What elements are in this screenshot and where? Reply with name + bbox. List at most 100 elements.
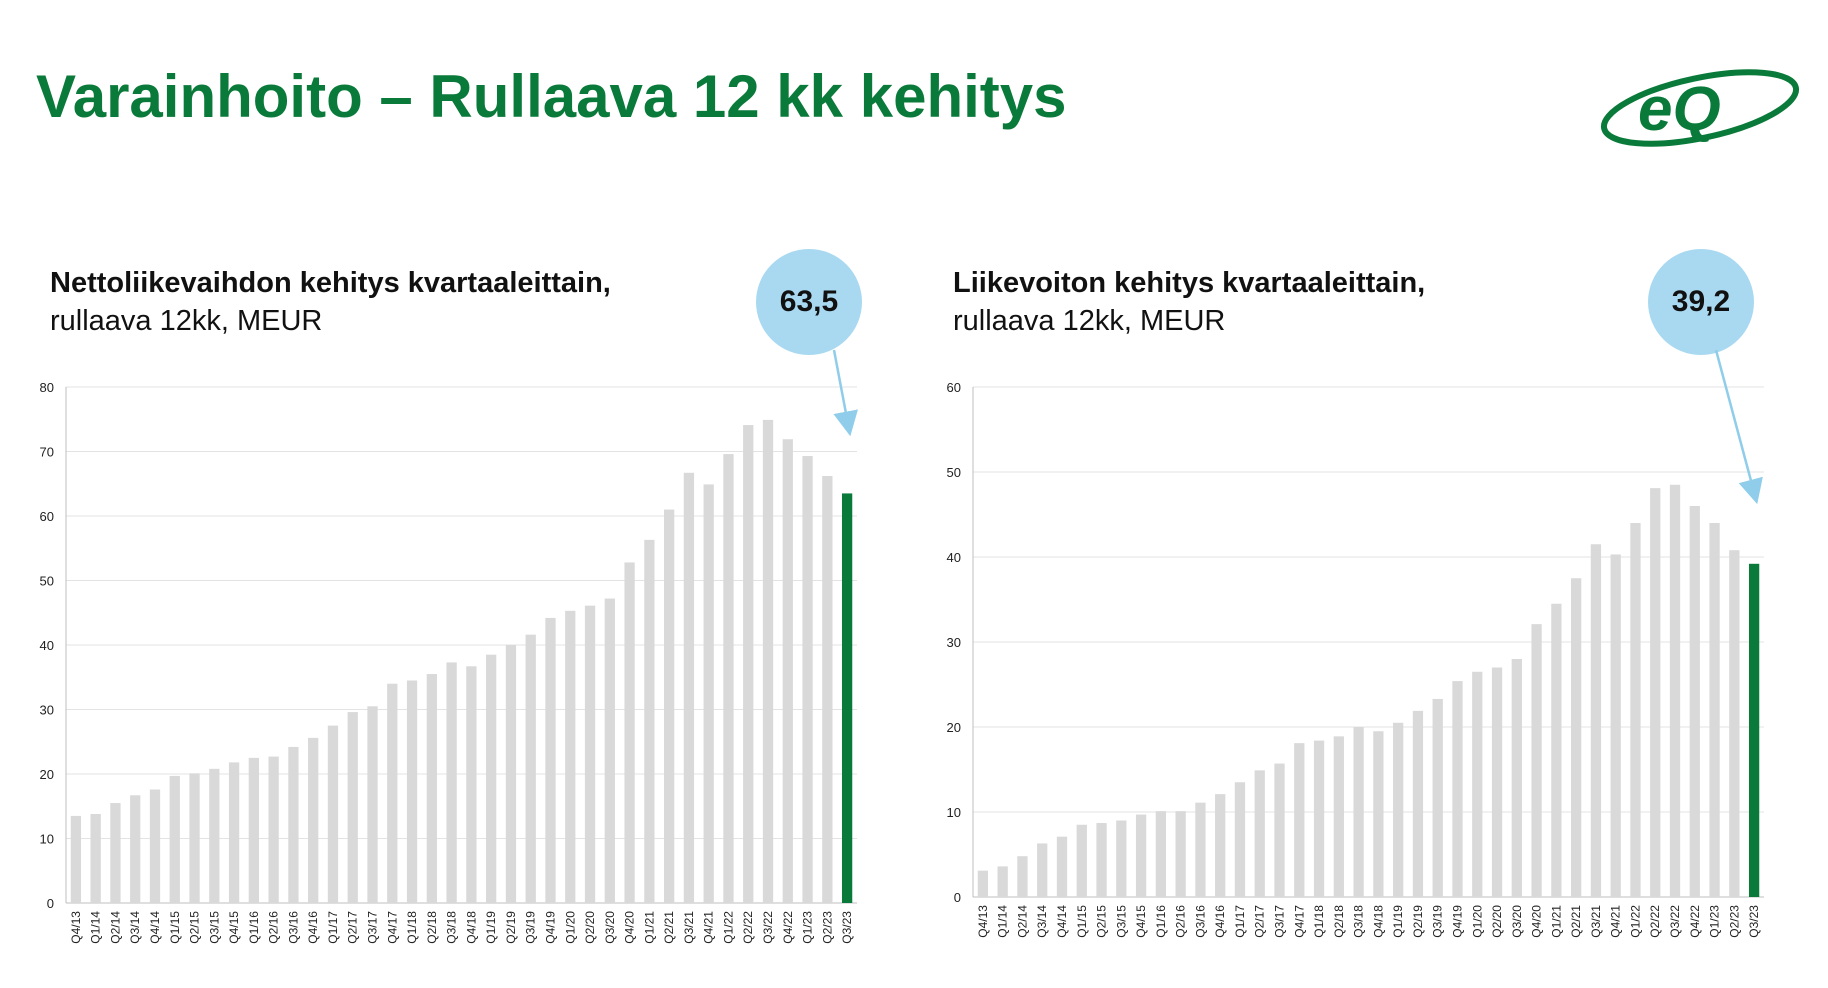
chart2-xtick-label: Q2/17 [1253,905,1267,938]
chart2-bar [1234,782,1246,897]
chart1-xtick-label: Q3/15 [207,911,221,944]
chart1-xtick-label: Q4/15 [227,911,241,944]
chart1-ytick-label: 70 [40,445,54,460]
chart1-bar [308,737,319,903]
chart2-title-line2: rullaava 12kk, MEUR [953,305,1226,337]
chart2-xtick-label: Q4/20 [1530,905,1544,938]
chart2-xtick-label: Q2/16 [1174,905,1188,938]
chart1-xtick-label: Q1/15 [168,911,182,944]
chart1-xtick-label: Q3/21 [682,911,696,944]
chart1-bar [387,683,398,903]
chart2-bar [1175,811,1186,897]
chart1-xtick-label: Q4/18 [464,911,478,944]
chart1-xtick-label: Q2/19 [504,911,518,944]
chart2-bar [1056,836,1068,897]
chart1-xtick-label: Q1/23 [801,911,815,944]
chart1-bar [644,539,655,903]
chart2-bar [1096,823,1107,897]
chart1-bar [743,425,754,903]
chart1-xtick-label: Q3/16 [286,911,300,944]
chart1-xtick-label: Q1/22 [721,911,735,944]
chart2-bar [1689,506,1700,897]
chart2-xtick-label: Q4/14 [1055,905,1069,938]
chart1-bar [406,680,418,903]
eq-logo: eQ [1600,69,1800,147]
chart1-xtick-label: Q2/17 [346,911,360,944]
chart2-bar [1650,488,1661,897]
chart1-xtick-label: Q1/14 [89,911,103,944]
chart1-bar [248,757,260,903]
chart2-bar [1116,820,1127,897]
chart2-bar [1215,794,1226,897]
chart1-ytick-label: 10 [40,832,54,847]
chart1-xtick-label: Q4/16 [306,911,320,944]
chart1-xtick-label: Q2/15 [188,911,202,944]
chart2-ytick-label: 20 [947,720,961,735]
chart2-bar [1669,484,1681,897]
chart2-bar [1551,603,1562,897]
chart2-ytick-label: 40 [947,550,961,565]
chart2-xtick-label: Q3/22 [1668,905,1682,938]
chart1-xtick-label: Q3/19 [524,911,538,944]
chart2-bar [1254,770,1265,897]
chart1-bar [169,775,180,903]
chart1-xtick-label: Q2/18 [425,911,439,944]
chart1-xtick-label: Q3/22 [761,911,775,944]
chart1-bar [624,562,635,903]
chart2-xtick-label: Q1/20 [1470,905,1484,938]
chart1-bar [663,509,675,903]
chart2-xtick-label: Q1/17 [1233,905,1247,938]
chart2-xtick-label: Q3/15 [1114,905,1128,938]
chart2-xtick-label: Q4/21 [1609,905,1623,938]
chart2-xtick-label: Q1/16 [1154,905,1168,938]
chart1-bar [565,610,576,903]
chart1-xtick-label: Q1/21 [642,911,656,944]
chart2-bar [1373,731,1384,897]
chart2-xtick-label: Q4/18 [1371,905,1385,938]
page-title: Varainhoito – Rullaava 12 kk kehitys [36,63,1067,130]
chart2-xtick-label: Q2/22 [1648,905,1662,938]
chart1-xtick-label: Q4/14 [148,911,162,944]
chart1-bar [110,803,121,903]
chart1-bar [505,645,517,903]
chart2-xtick-label: Q1/21 [1549,905,1563,938]
chart2-bar [1135,814,1147,897]
chart1-xtick-label: Q2/22 [741,911,755,944]
chart2-bar [1630,523,1641,897]
chart2-ytick-label: 60 [947,380,961,395]
chart1-xtick-label: Q3/18 [445,911,459,944]
chart2-bar [1412,710,1424,897]
chart2-xtick-label: Q2/14 [1015,905,1029,938]
chart1-bar [446,662,457,903]
chart2-bar [1729,550,1740,897]
chart2-xtick-label: Q1/15 [1075,905,1089,938]
chart2-xtick-label: Q4/19 [1450,905,1464,938]
chart1-xtick-label: Q4/13 [69,911,83,944]
chart1-bar [525,634,536,903]
chart2-xtick-label: Q1/14 [996,905,1010,938]
chart1-ytick-label: 30 [40,703,54,718]
chart1-xtick-label: Q2/21 [662,911,676,944]
chart1-bar [268,756,279,903]
chart1-bar [327,725,339,903]
chart2-xtick-label: Q1/22 [1628,905,1642,938]
chart1-bar [228,762,240,903]
chart2-bar [1452,681,1463,897]
chart1-xtick-label: Q4/17 [385,911,399,944]
chart1-title: Nettoliikevaihdon kehitys kvartaaleittai… [50,264,611,340]
chart1-ytick-label: 20 [40,767,54,782]
chart2-ytick-label: 50 [947,465,961,480]
chart2-callout-bubble: 39,2 [1648,249,1754,355]
chart1-xtick-label: Q4/22 [781,911,795,944]
chart2-bar [977,870,989,897]
chart1-bar [545,617,556,903]
chart1-xtick-label: Q3/23 [840,911,854,944]
chart2-xtick-label: Q2/23 [1727,905,1741,938]
chart2-bar [1709,523,1720,897]
chart1-xtick-label: Q2/16 [267,911,281,944]
chart2-ytick-label: 10 [947,805,961,820]
chart1-xtick-label: Q4/19 [543,911,557,944]
chart2-xtick-label: Q2/21 [1569,905,1583,938]
chart1-xtick-label: Q1/16 [247,911,261,944]
